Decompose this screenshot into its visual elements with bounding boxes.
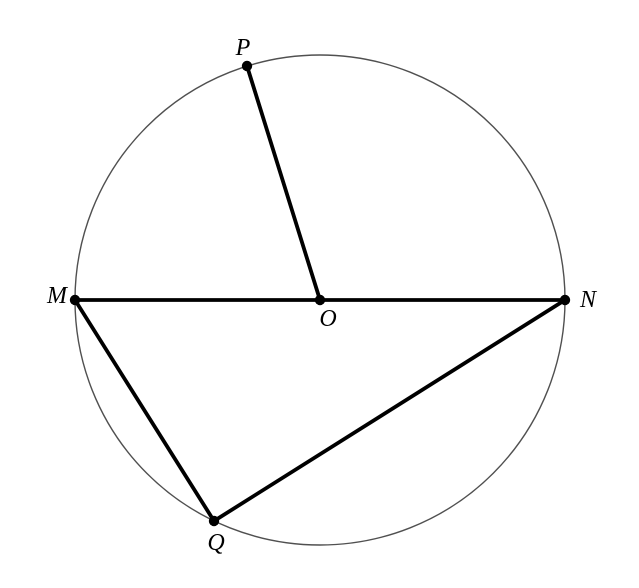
segment-QN [214, 300, 565, 521]
label-O: O [319, 307, 336, 331]
segment-MQ [75, 300, 214, 521]
label-M: M [47, 284, 67, 308]
point-O [315, 295, 325, 305]
geometry-diagram: P M O N Q [0, 0, 639, 588]
point-N [560, 295, 570, 305]
point-P [242, 61, 252, 71]
segment-OP [247, 66, 320, 300]
point-Q [209, 516, 219, 526]
label-N: N [580, 288, 596, 312]
diagram-svg [0, 0, 639, 588]
label-P: P [236, 36, 251, 60]
label-Q: Q [207, 531, 224, 555]
point-M [70, 295, 80, 305]
